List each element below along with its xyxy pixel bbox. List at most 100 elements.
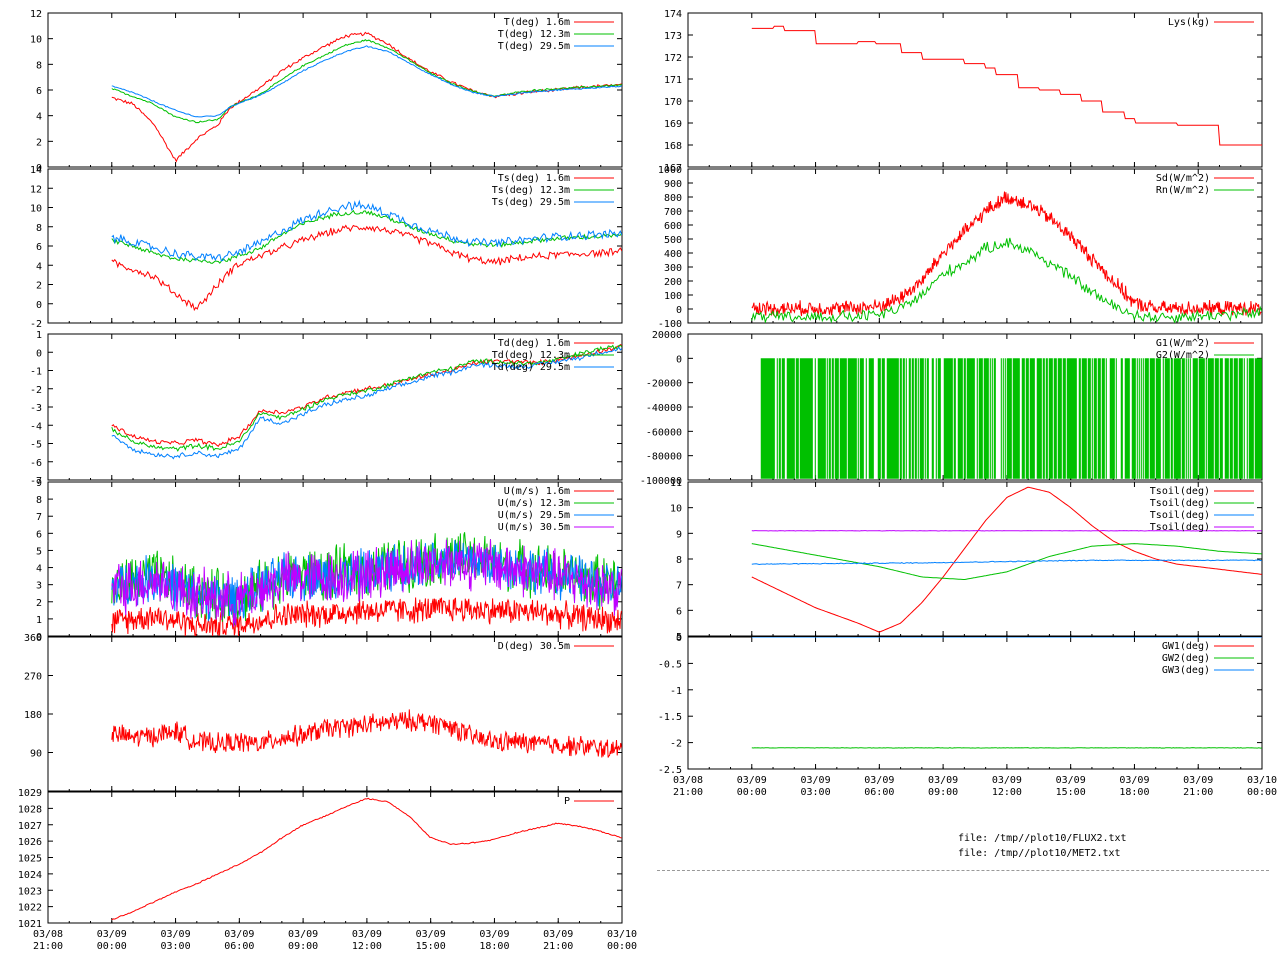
y-tick-label: 167 (664, 163, 682, 174)
legend-label: Ts(deg) 29.5m (492, 197, 570, 208)
y-tick-label: 0 (676, 305, 682, 316)
panel-wind-direction: 90 180 270 360 D(deg) 30.5m (24, 633, 623, 792)
y-tick-label: 900 (664, 179, 682, 190)
panel-radiation: -100 0 100 200 300 400 500 600 700 800 900 1000 Sd(W… (658, 165, 1263, 330)
legend-label: G1(W/m^2) (1156, 338, 1210, 349)
series-line-green (111, 344, 622, 452)
legend-label: GW2(deg) (1162, 653, 1210, 664)
x-tick-label-time: 18:00 (1119, 787, 1149, 798)
x-tick-label-date: 03/09 (352, 929, 382, 940)
y-tick-label: 20000 (652, 330, 682, 341)
series-line-green (111, 39, 622, 124)
series-line-red (111, 224, 622, 312)
y-tick-label: 1000 (658, 165, 682, 176)
legend-label: G2(W/m^2) (1156, 350, 1210, 361)
legend-label: Tsoil(deg) (1150, 522, 1210, 533)
y-tick-label: 360 (24, 633, 42, 644)
x-tick-label-date: 03/08 (33, 929, 63, 940)
y-tick-label: 8 (36, 495, 42, 506)
legend-label: GW1(deg) (1162, 641, 1210, 652)
y-tick-label: 6 (36, 86, 42, 97)
legend-label: Ts(deg) 12.3m (492, 185, 570, 196)
y-tick-label: -60000 (646, 427, 682, 438)
file-label-met: file: /tmp//plot10/MET2.txt (958, 848, 1121, 859)
x-tick-label-time: 15:00 (416, 941, 446, 952)
x-tick-label-date: 03/09 (928, 775, 958, 786)
x-tick-label-date: 03/09 (992, 775, 1022, 786)
y-tick-label: 0 (36, 300, 42, 311)
y-tick-label: 14 (30, 165, 42, 176)
x-tick-label-date: 03/09 (543, 929, 573, 940)
y-tick-label: 8 (36, 223, 42, 234)
y-tick-label: 5 (36, 546, 42, 557)
series-line-red (111, 709, 622, 758)
y-tick-label: 2 (36, 598, 42, 609)
panel-pressure: 1021 1022 1023 1024 1025 1026 1027 1028 1029 P (18, 788, 623, 930)
plot-area (111, 199, 622, 312)
y-tick-label: 270 (24, 672, 42, 683)
y-tick-label: 500 (664, 235, 682, 246)
plot-frame (687, 12, 1263, 168)
x-tick-label-time: 00:00 (737, 787, 767, 798)
y-tick-label: -0.5 (658, 659, 682, 670)
y-tick-label: -1 (670, 686, 682, 697)
y-tick-label: 12 (30, 9, 42, 20)
y-tick-label: 1021 (18, 919, 42, 930)
y-tick-label: -100000 (640, 476, 682, 487)
y-tick-label: 100 (664, 291, 682, 302)
series-line-magenta (751, 529, 1262, 532)
series-green (760, 358, 1262, 479)
plot-frame (47, 481, 623, 637)
y-tick-label: 2 (36, 281, 42, 292)
series-line-green (751, 747, 1262, 749)
plot-area (111, 709, 622, 758)
x-tick-label-time: 21:00 (543, 941, 573, 952)
y-tick-label: 1023 (18, 886, 42, 897)
y-tick-label: -2 (670, 739, 682, 750)
plot-frame (687, 168, 1263, 324)
series-line-green (751, 543, 1262, 580)
y-tick-label: 10 (30, 35, 42, 46)
series-line-red (111, 597, 622, 636)
x-tick-label-date: 03/10 (1247, 775, 1277, 786)
x-tick-label-time: 15:00 (1056, 787, 1086, 798)
y-tick-label: -100 (658, 319, 682, 330)
y-tick-label: -2 (30, 385, 42, 396)
legend-label: Tsoil(deg) (1150, 498, 1210, 509)
legend-label: D(deg) 30.5m (498, 641, 570, 652)
y-tick-label: 200 (664, 277, 682, 288)
plot-frame (47, 636, 623, 792)
plot-area (751, 191, 1262, 323)
y-tick-label: 6 (676, 606, 682, 617)
y-tick-label: -5 (30, 440, 42, 451)
x-tick-label-time: 12:00 (992, 787, 1022, 798)
y-tick-label: -80000 (646, 452, 682, 463)
y-tick-label: 169 (664, 119, 682, 130)
panel-soil-temperature: 567891011Tsoil(deg)Tsoil(deg)Tsoil(deg)T… (670, 478, 1263, 643)
x-tick-label-date: 03/09 (416, 929, 446, 940)
x-tick-label-date: 03/09 (97, 929, 127, 940)
x-tick-label-time: 06:00 (224, 941, 254, 952)
y-tick-label: 11 (670, 478, 682, 489)
y-tick-label: -2 (30, 319, 42, 330)
y-tick-label: 1 (36, 330, 42, 341)
x-tick-label-time: 00:00 (607, 941, 637, 952)
legend-label: T(deg) 1.6m (504, 17, 570, 28)
panel-ground-water: -2.5 -2 -1.5 -1 -0.5 0 GW1(deg)GW2(deg)GW3(deg… (658, 633, 1263, 776)
y-tick-label: 12 (30, 184, 42, 195)
legend-label: Tsoil(deg) (1150, 486, 1210, 497)
y-tick-label: -2.5 (658, 765, 682, 776)
legend-label: Lys(kg) (1168, 17, 1210, 28)
y-tick-label: 0 (36, 348, 42, 359)
y-tick-label: 173 (664, 31, 682, 42)
x-tick-label-date: 03/09 (1056, 775, 1086, 786)
y-tick-label: -20000 (646, 379, 682, 390)
legend-label: T(deg) 29.5m (498, 41, 570, 52)
legend-label: P (564, 796, 570, 807)
y-tick-label: 4 (36, 261, 42, 272)
y-tick-label: 1028 (18, 804, 42, 815)
y-tick-label: 171 (664, 75, 682, 86)
